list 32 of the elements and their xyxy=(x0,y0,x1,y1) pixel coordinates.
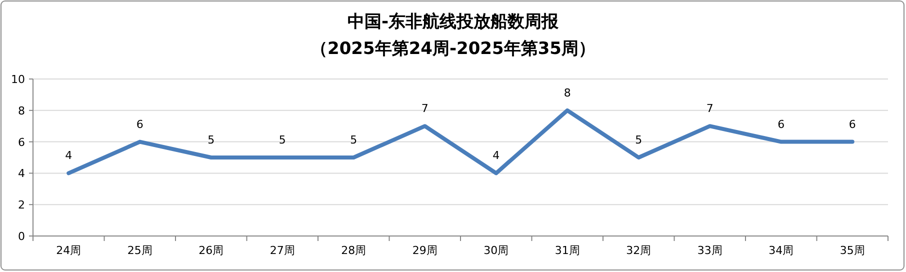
data-label: 7 xyxy=(421,102,428,116)
x-tick-label: 24周 xyxy=(56,244,82,257)
y-tick-label: 6 xyxy=(18,136,25,149)
data-label: 4 xyxy=(492,149,500,162)
y-tick-label: 0 xyxy=(18,230,25,243)
x-tick-label: 30周 xyxy=(484,244,509,257)
chart-title: 中国-东非航线投放船数周报 xyxy=(347,12,560,32)
x-tick-label: 28周 xyxy=(341,244,366,257)
y-tick-label: 10 xyxy=(11,73,25,86)
x-tick-label: 31周 xyxy=(554,244,580,257)
data-label: 5 xyxy=(350,134,358,146)
data-label: 6 xyxy=(848,118,856,131)
data-label: 4 xyxy=(65,149,72,162)
data-label: 6 xyxy=(778,118,785,131)
x-tick-label: 34周 xyxy=(768,244,794,257)
x-tick-label: 33周 xyxy=(697,244,722,257)
data-label: 5 xyxy=(208,134,215,146)
x-tick-label: 25周 xyxy=(127,244,152,257)
data-label: 6 xyxy=(136,118,144,131)
data-label: 5 xyxy=(278,134,286,146)
y-tick-label: 2 xyxy=(18,198,25,212)
y-tick-label: 4 xyxy=(18,167,25,180)
data-label: 5 xyxy=(635,134,642,146)
x-tick-label: 32周 xyxy=(626,244,652,257)
x-tick-label: 26周 xyxy=(198,244,224,257)
x-tick-label: 29周 xyxy=(412,244,438,257)
data-label: 8 xyxy=(564,86,571,100)
y-tick-label: 8 xyxy=(18,104,25,118)
x-tick-label: 27周 xyxy=(270,244,295,257)
chart-subtitle: （2025年第24周-2025年第35周） xyxy=(310,39,596,59)
data-label: 7 xyxy=(706,102,714,116)
x-tick-label: 35周 xyxy=(840,244,865,257)
